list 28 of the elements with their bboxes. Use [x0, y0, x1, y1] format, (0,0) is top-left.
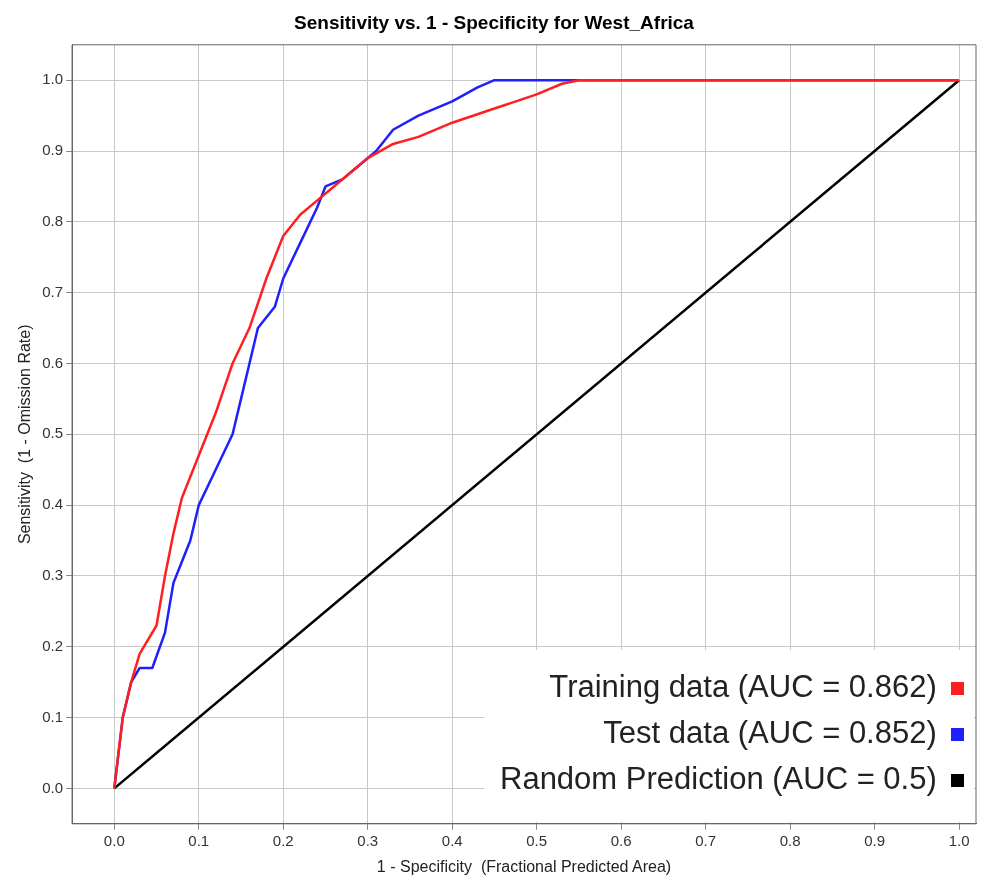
y-tick-label: 0.2 [42, 636, 64, 654]
x-tick-label: 0.2 [272, 831, 294, 849]
x-tick-label: 0.0 [103, 831, 125, 849]
y-tick-label: 0.8 [42, 211, 64, 229]
y-axis-title: Sensitivity (1 - Omission Rate) [16, 324, 34, 545]
y-tick-label: 0.5 [42, 424, 64, 442]
x-tick-label: 0.5 [526, 831, 548, 849]
x-tick-label: 0.4 [441, 831, 463, 849]
x-tick-label: 0.8 [779, 831, 801, 849]
y-tick-label: 1.0 [42, 70, 64, 88]
legend-label: Test data (AUC = 0.852) [603, 714, 937, 750]
y-tick-label: 0.1 [42, 707, 64, 725]
x-axis-title: 1 - Specificity (Fractional Predicted Area) [376, 857, 672, 875]
y-tick-label: 0.0 [42, 778, 64, 796]
legend-label: Training data (AUC = 0.862) [549, 668, 937, 704]
y-tick-label: 0.6 [42, 353, 64, 371]
y-tick-label: 0.3 [42, 566, 64, 584]
x-tick-label: 0.6 [610, 831, 632, 849]
x-tick-label: 0.9 [864, 831, 886, 849]
legend-label: Random Prediction (AUC = 0.5) [500, 760, 937, 796]
x-tick-label: 0.3 [357, 831, 379, 849]
y-tick-label: 0.9 [42, 141, 64, 159]
x-tick-label: 0.1 [188, 831, 210, 849]
x-tick-label: 0.7 [695, 831, 717, 849]
y-tick-label: 0.4 [42, 495, 64, 513]
x-tick-label: 1.0 [948, 831, 970, 849]
chart-title: Sensitivity vs. 1 - Specificity for West_Africa [294, 11, 695, 33]
y-tick-label: 0.7 [42, 282, 64, 300]
